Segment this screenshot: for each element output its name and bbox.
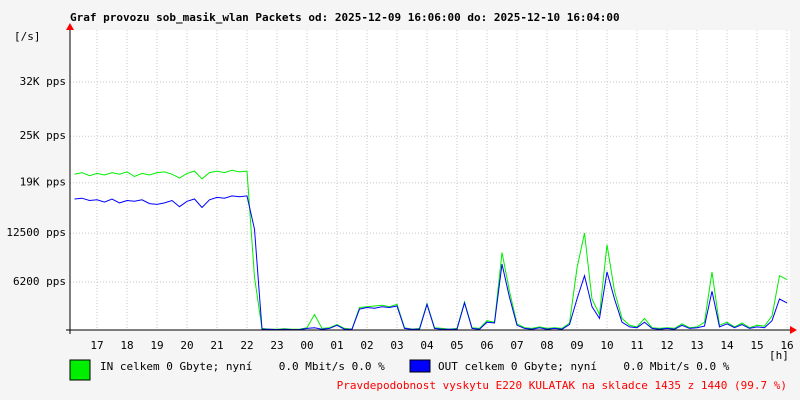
x-tick-label: 17 bbox=[90, 339, 103, 352]
series-line bbox=[74, 195, 788, 331]
y-axis-label: [/s] bbox=[14, 30, 41, 43]
x-tick-label: 05 bbox=[450, 339, 463, 352]
plot-area bbox=[70, 30, 790, 330]
x-tick-label: 02 bbox=[360, 339, 373, 352]
y-tick-label: 32K pps bbox=[20, 75, 66, 88]
y-tick-label: 25K pps bbox=[20, 129, 66, 142]
x-tick-label: 06 bbox=[480, 339, 493, 352]
x-tick-label: 13 bbox=[690, 339, 703, 352]
x-tick-label: 14 bbox=[720, 339, 734, 352]
x-tick-label: 04 bbox=[420, 339, 434, 352]
legend-label: OUT celkem 0 Gbyte; nyní 0.0 Mbit/s 0.0 … bbox=[438, 360, 730, 373]
x-tick-label: 08 bbox=[540, 339, 553, 352]
x-tick-label: 15 bbox=[750, 339, 763, 352]
x-tick-label: 19 bbox=[150, 339, 163, 352]
y-tick-label: 6200 pps bbox=[13, 275, 66, 288]
chart-title: Graf provozu sob_masik_wlan Packets od: … bbox=[70, 11, 620, 24]
x-tick-label: 07 bbox=[510, 339, 523, 352]
x-axis-arrow bbox=[790, 326, 797, 334]
x-tick-label: 23 bbox=[270, 339, 283, 352]
legend-swatch bbox=[69, 359, 91, 381]
lines bbox=[74, 169, 788, 331]
x-tick-label: 21 bbox=[210, 339, 223, 352]
x-axis-label: [h] bbox=[769, 349, 789, 362]
x-tick-label: 09 bbox=[570, 339, 583, 352]
y-tick-label: 19K pps bbox=[20, 176, 66, 189]
x-tick-label: 22 bbox=[240, 339, 253, 352]
y-axis-arrow bbox=[66, 23, 74, 30]
x-tick-label: 11 bbox=[630, 339, 643, 352]
x-tick-label: 20 bbox=[180, 339, 193, 352]
x-tick-label: 18 bbox=[120, 339, 133, 352]
x-tick-label: 03 bbox=[390, 339, 403, 352]
x-tick-label: 16 bbox=[780, 339, 793, 352]
legend-swatch bbox=[409, 359, 431, 373]
x-tick-label: 01 bbox=[330, 339, 343, 352]
x-tick-label: 00 bbox=[300, 339, 313, 352]
x-tick-label: 12 bbox=[660, 339, 673, 352]
x-tick-label: 10 bbox=[600, 339, 613, 352]
legend-label: IN celkem 0 Gbyte; nyní 0.0 Mbit/s 0.0 % bbox=[100, 360, 385, 373]
y-tick-label: 12500 pps bbox=[6, 226, 66, 239]
grid bbox=[70, 30, 790, 330]
footer: Pravdepodobnost vyskytu E220 KULATAK na … bbox=[337, 379, 787, 392]
